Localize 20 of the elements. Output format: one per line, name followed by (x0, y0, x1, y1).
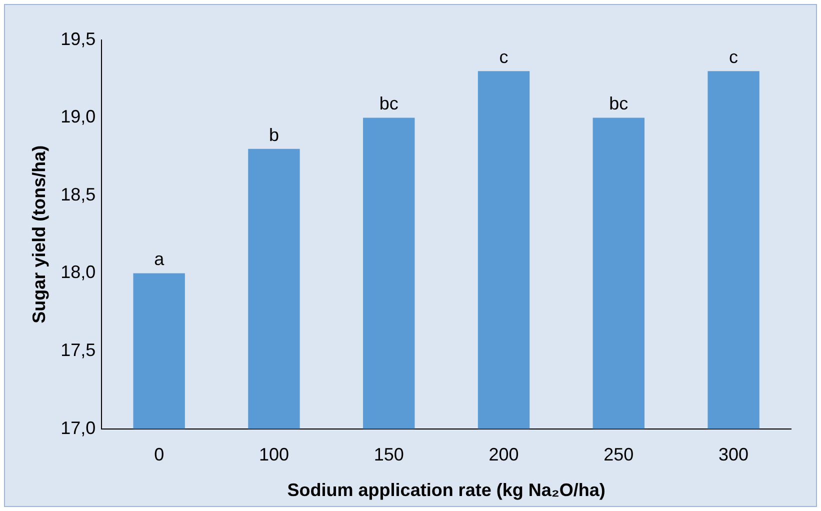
x-tick-label: 100 (258, 444, 289, 465)
x-axis-title: Sodium application rate (kg Na₂O/ha) (287, 480, 606, 500)
y-tick-label: 19,5 (60, 28, 96, 49)
annotation: c (729, 47, 738, 68)
y-tick-label: 18,0 (60, 262, 96, 282)
x-tick-label: 0 (154, 444, 164, 465)
annotation: bc (609, 94, 628, 114)
annotation: b (268, 124, 279, 145)
y-tick-label: 17,0 (60, 418, 96, 438)
x-tick-label: 250 (604, 444, 634, 465)
y-axis-title: Sugar yield (tons/ha) (28, 145, 49, 324)
annotation: c (499, 47, 508, 68)
x-tick-label: 300 (718, 444, 749, 465)
y-tick-label: 19,0 (60, 106, 96, 127)
x-tick-label: 150 (374, 444, 404, 465)
x-tick-label: 200 (488, 444, 519, 465)
y-tick-label: 18,5 (60, 184, 96, 204)
annotation: bc (379, 94, 398, 114)
annotation: a (154, 249, 166, 270)
y-tick-label: 17,5 (60, 340, 96, 360)
